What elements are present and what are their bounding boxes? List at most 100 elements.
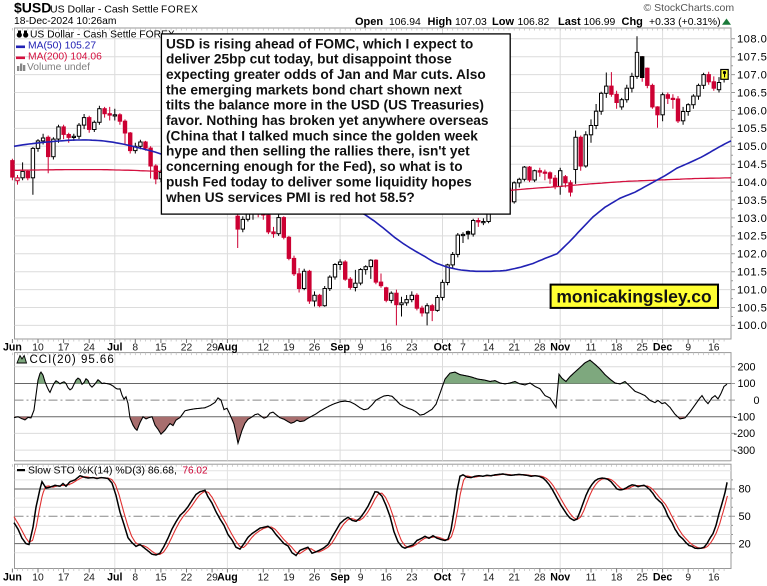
svg-text:tilts the balance more in the: tilts the balance more in the USD (US Tr… (166, 98, 484, 113)
svg-text:20: 20 (739, 538, 751, 550)
svg-text:$USD: $USD (14, 0, 51, 16)
svg-text:26: 26 (309, 343, 321, 354)
svg-text:Sep: Sep (330, 342, 350, 354)
svg-text:106.99: 106.99 (584, 17, 616, 28)
svg-text:28: 28 (534, 343, 546, 354)
svg-text:10: 10 (32, 343, 44, 354)
svg-text:102.0: 102.0 (737, 249, 767, 261)
svg-text:101.5: 101.5 (737, 267, 767, 279)
svg-text:-200: -200 (734, 428, 756, 440)
svg-text:the emerging markets bond char: the emerging markets bond chart shown ne… (166, 82, 462, 97)
svg-text:19: 19 (283, 343, 295, 354)
svg-text:104.5: 104.5 (737, 159, 767, 171)
svg-text:17: 17 (58, 573, 70, 584)
svg-text:102.5: 102.5 (737, 231, 767, 243)
svg-text:106.82: 106.82 (518, 17, 550, 28)
svg-text:105.0: 105.0 (737, 141, 767, 153)
svg-text:80: 80 (739, 484, 751, 496)
svg-text:103.0: 103.0 (737, 213, 767, 225)
svg-text:8: 8 (132, 573, 138, 584)
svg-text:Volume undef: Volume undef (27, 62, 90, 73)
svg-text:107.0: 107.0 (737, 69, 767, 81)
svg-text:+0.33 (+0.31%): +0.33 (+0.31%) (649, 17, 721, 28)
svg-text:Oct: Oct (434, 572, 452, 584)
svg-text:monicakingsley.co: monicakingsley.co (556, 287, 711, 307)
svg-text:hype and then selling the rall: hype and then selling the rallies there,… (166, 144, 470, 159)
svg-text:Low: Low (492, 16, 514, 28)
svg-text:© StockCharts.com: © StockCharts.com (644, 2, 735, 14)
svg-text:106.94: 106.94 (389, 17, 421, 28)
svg-text:Dec: Dec (653, 572, 673, 584)
svg-text:108.0: 108.0 (737, 34, 767, 46)
svg-text:16: 16 (380, 573, 392, 584)
svg-text:push Fed today to deliver some: push Fed today to deliver some liquidity… (166, 174, 472, 189)
svg-text:Jun: Jun (3, 342, 22, 354)
svg-text:Last: Last (558, 16, 581, 28)
svg-text:expecting greater odds of Jan: expecting greater odds of Jan and Mar cu… (166, 67, 486, 82)
svg-text:23: 23 (406, 343, 418, 354)
svg-text:14: 14 (483, 573, 495, 584)
svg-text:25: 25 (636, 573, 648, 584)
svg-text:101.0: 101.0 (737, 284, 767, 296)
svg-text:0: 0 (754, 395, 760, 407)
svg-text:MA(50) 105.27: MA(50) 105.27 (28, 41, 96, 52)
svg-text:Oct: Oct (434, 342, 452, 354)
svg-text:29: 29 (206, 573, 218, 584)
svg-text:76.02: 76.02 (183, 466, 208, 477)
svg-text:17: 17 (58, 343, 70, 354)
svg-text:104.0: 104.0 (737, 177, 767, 189)
svg-text:24: 24 (83, 343, 95, 354)
svg-text:7: 7 (460, 573, 466, 584)
svg-text:Nov: Nov (550, 572, 570, 584)
svg-text:12: 12 (258, 343, 270, 354)
svg-text:USD is rising ahead of FOMC, w: USD is rising ahead of FOMC, which I exp… (166, 36, 473, 51)
svg-text:50: 50 (739, 511, 751, 523)
svg-text:Jul: Jul (107, 342, 122, 354)
svg-text:16: 16 (708, 573, 720, 584)
svg-text:Dec: Dec (653, 342, 673, 354)
svg-text:Nov: Nov (550, 342, 570, 354)
svg-text:CCI(20) 95.66: CCI(20) 95.66 (30, 354, 115, 366)
svg-text:107.03: 107.03 (455, 17, 487, 28)
svg-text:-300: -300 (734, 445, 756, 457)
svg-text:25: 25 (636, 343, 648, 354)
svg-text:FOREX: FOREX (161, 5, 198, 16)
svg-text:15: 15 (155, 343, 167, 354)
svg-text:100.5: 100.5 (737, 302, 767, 314)
svg-text:when US services PMI is red ho: when US services PMI is red hot 58.5? (165, 190, 415, 205)
svg-text:8: 8 (132, 343, 138, 354)
svg-text:106.5: 106.5 (737, 87, 767, 99)
svg-text:concerning enough for the Fed): concerning enough for the Fed), so what … (166, 159, 463, 174)
svg-text:Sep: Sep (330, 572, 350, 584)
svg-text:107.5: 107.5 (737, 52, 767, 64)
svg-text:18: 18 (611, 343, 623, 354)
svg-text:19: 19 (283, 573, 295, 584)
svg-text:-100: -100 (734, 411, 756, 423)
svg-text:favor. Nothing has broken yet: favor. Nothing has broken yet anywhere o… (166, 113, 489, 128)
svg-text:18-Dec-2024 10:26am: 18-Dec-2024 10:26am (14, 16, 116, 27)
svg-text:106.0: 106.0 (737, 105, 767, 117)
svg-text:9: 9 (685, 573, 691, 584)
svg-text:26: 26 (309, 573, 321, 584)
svg-text:23: 23 (406, 573, 418, 584)
svg-text:Chg: Chg (622, 16, 643, 28)
svg-text:18: 18 (611, 573, 623, 584)
svg-text:100: 100 (738, 378, 756, 390)
svg-text:9: 9 (358, 573, 364, 584)
svg-text:Slow STO %K(14) %D(3) 86.68,: Slow STO %K(14) %D(3) 86.68, (28, 466, 177, 477)
svg-text:14: 14 (483, 343, 495, 354)
svg-text:12: 12 (258, 573, 270, 584)
svg-text:High: High (428, 16, 453, 28)
svg-text:21: 21 (508, 343, 520, 354)
svg-text:MA(200) 104.06: MA(200) 104.06 (28, 52, 102, 63)
svg-text:11: 11 (586, 343, 597, 354)
svg-text:10: 10 (32, 573, 44, 584)
svg-text:105.5: 105.5 (737, 123, 767, 135)
svg-text:29: 29 (206, 343, 218, 354)
svg-text:Jul: Jul (107, 572, 122, 584)
svg-text:100.0: 100.0 (737, 320, 767, 332)
svg-text:22: 22 (181, 343, 193, 354)
svg-text:Jun: Jun (3, 572, 22, 584)
svg-text:deliver 25bp cut today, but di: deliver 25bp cut today, but disappoint t… (166, 52, 452, 67)
svg-text:21: 21 (508, 573, 520, 584)
